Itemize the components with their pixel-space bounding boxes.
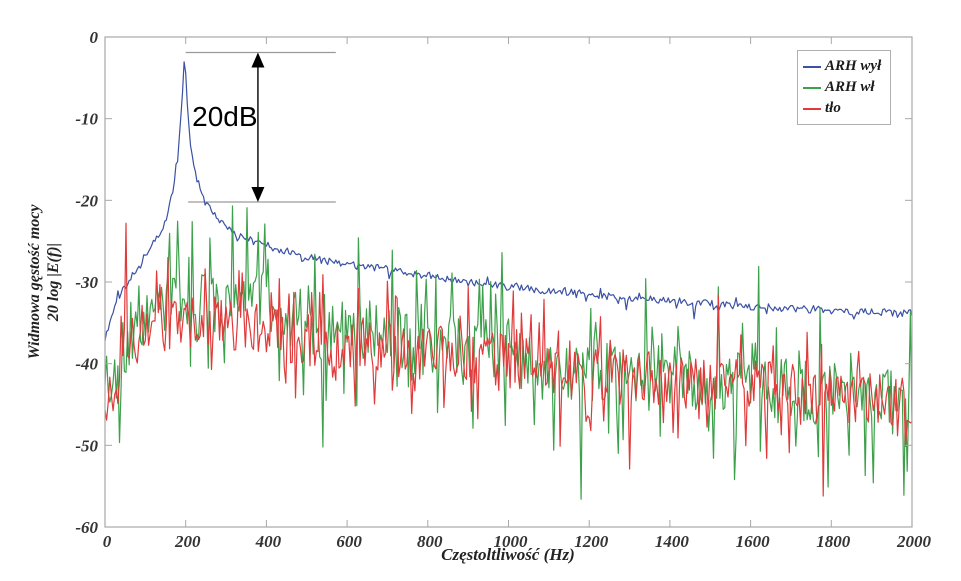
y-axis-label-line2: 20 log |E(f)|	[45, 242, 62, 322]
x-tick-label: 1800	[816, 532, 851, 551]
y-tick-label: -20	[75, 191, 98, 210]
series-arh-wyl	[105, 61, 912, 342]
x-axis-label: Częstoltliwość (Hz)	[441, 545, 575, 564]
legend-label-arh-wyl: ARH wył	[825, 58, 882, 74]
series-tlo	[105, 222, 912, 497]
legend-label-tlo: tło	[825, 100, 841, 116]
y-tick-label: -30	[75, 273, 98, 292]
y-tick-label: -10	[75, 110, 98, 129]
annotation-arrowhead-up	[251, 52, 265, 68]
legend-entry-arh-wl: ARH wł	[803, 77, 884, 98]
legend-entry-tlo: tło	[803, 98, 884, 119]
x-tick-label: 1200	[574, 532, 609, 551]
legend-line-sample-arh-wyl	[803, 65, 821, 68]
legend: ARH wył ARH wł tło	[797, 50, 891, 125]
x-tick-label: 600	[336, 532, 362, 551]
legend-label-arh-wl: ARH wł	[825, 79, 875, 95]
y-tick-label: 0	[90, 28, 99, 47]
x-tick-label: 1600	[736, 532, 771, 551]
x-tick-label: 1400	[655, 532, 690, 551]
y-tick-label: -60	[75, 518, 98, 537]
x-tick-label: 400	[255, 532, 282, 551]
y-tick-label: -40	[75, 355, 98, 374]
y-axis-label: Widmowa gęstość mocy 20 log |E(f)|	[25, 205, 63, 360]
legend-line-sample-tlo	[803, 107, 821, 110]
y-axis-label-line1: Widmowa gęstość mocy	[26, 204, 43, 360]
annotation-20db-label: 20dB	[192, 101, 258, 133]
annotation-arrowhead-down	[251, 186, 265, 202]
x-tick-label: 0	[103, 532, 112, 551]
legend-line-sample-arh-wl	[803, 86, 821, 89]
x-tick-label: 1000	[494, 532, 529, 551]
legend-entry-arh-wyl: ARH wył	[803, 56, 884, 77]
x-tick-label: 2000	[896, 532, 932, 551]
x-tick-label: 800	[417, 532, 443, 551]
x-tick-label: 200	[174, 532, 201, 551]
y-tick-label: -50	[75, 436, 98, 455]
series-arh-wl	[105, 205, 912, 500]
